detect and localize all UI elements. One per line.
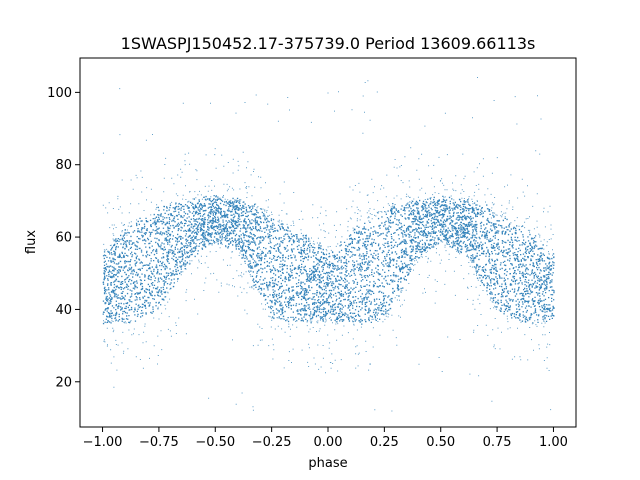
y-axis: 20 40 60 80 100 bbox=[47, 86, 80, 390]
y-tick-label: 60 bbox=[55, 231, 72, 246]
x-tick-label: −0.50 bbox=[195, 435, 235, 450]
chart-title: 1SWASPJ150452.17-375739.0 Period 13609.6… bbox=[121, 34, 536, 53]
x-tick-label: 0.00 bbox=[314, 435, 343, 450]
x-tick-label: 0.75 bbox=[483, 435, 512, 450]
y-tick-label: 20 bbox=[55, 375, 72, 390]
x-axis: −1.00 −0.75 −0.50 −0.25 0.00 0.25 0.50 0.75 1.00 bbox=[83, 427, 568, 450]
x-tick-label: −1.00 bbox=[83, 435, 123, 450]
x-tick-label: −0.25 bbox=[252, 435, 292, 450]
y-tick-label: 80 bbox=[55, 158, 72, 173]
x-tick-label: −0.75 bbox=[139, 435, 179, 450]
y-tick-label: 100 bbox=[47, 86, 72, 101]
x-tick-label: 0.50 bbox=[426, 435, 455, 450]
light-curve-outlier-points bbox=[102, 77, 554, 412]
plot-frame bbox=[79, 57, 577, 428]
x-axis-label: phase bbox=[308, 456, 347, 471]
light-curve-band-points bbox=[102, 195, 555, 325]
y-tick-label: 40 bbox=[55, 303, 72, 318]
x-tick-label: 0.25 bbox=[370, 435, 399, 450]
y-axis-label: flux bbox=[24, 230, 39, 254]
scatter-points bbox=[102, 77, 555, 412]
x-tick-label: 1.00 bbox=[539, 435, 568, 450]
